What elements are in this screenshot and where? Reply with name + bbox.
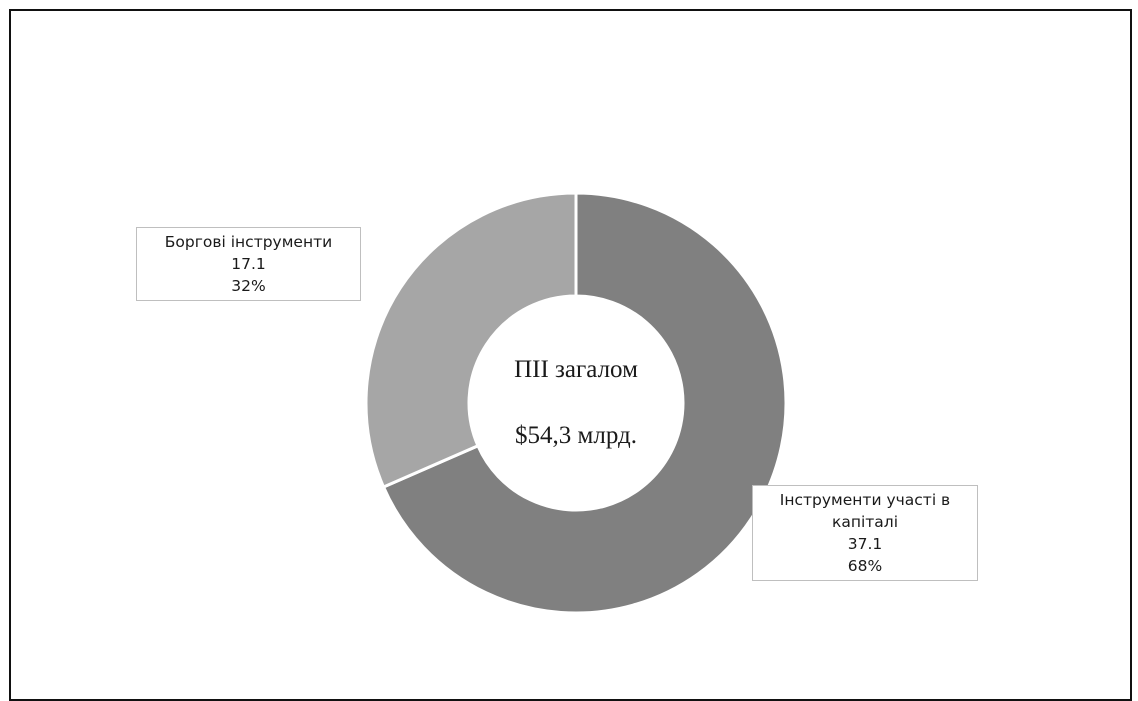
slice-label-equity-name-line1: Інструменти участі в [779, 491, 951, 509]
slice-equity [381, 191, 788, 615]
slice-label-equity: Інструменти участі в капіталі 37.1 68% [752, 485, 978, 581]
center-total: $54,3 млрд. [515, 422, 637, 449]
slice-debt [364, 191, 578, 489]
slice-label-equity-value: 37.1 [847, 535, 883, 553]
slice-label-equity-name-line2: капіталі [831, 513, 899, 531]
center-title: ПІІ загалом [514, 356, 638, 383]
slice-label-debt-name: Боргові інструменти [164, 233, 333, 251]
slice-label-debt-value: 17.1 [231, 255, 266, 273]
slice-label-debt-percent: 32% [231, 277, 266, 295]
donut-slices [364, 191, 788, 615]
slice-label-equity-percent: 68% [847, 557, 883, 575]
slice-label-debt: Боргові інструменти 17.1 32% [136, 227, 361, 301]
